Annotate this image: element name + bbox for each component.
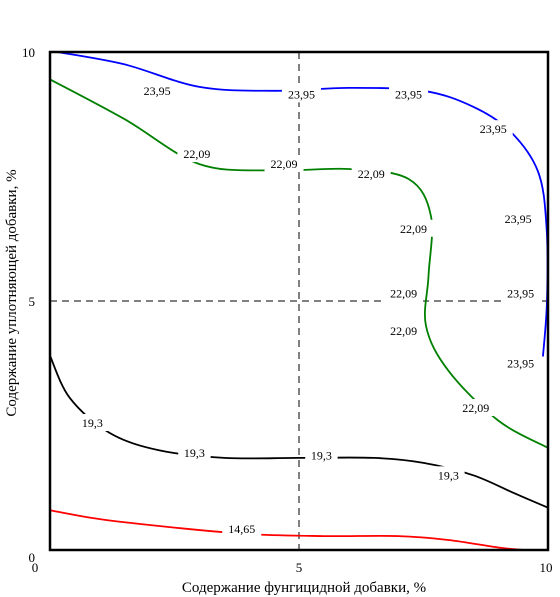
contour-label-text: 23,95 — [288, 87, 315, 101]
y-tick-label: 5 — [29, 294, 36, 309]
contour-label-text: 23,95 — [395, 87, 422, 101]
contour-label-bg — [389, 85, 429, 103]
x-tick-label: 10 — [540, 560, 553, 575]
contour-label-text: 22,09 — [183, 147, 210, 161]
x-tick-label: 5 — [296, 560, 303, 575]
contour-label: 23,95 — [281, 85, 321, 103]
contour-label-text: 14,65 — [228, 522, 255, 536]
contour-label-bg — [501, 284, 541, 302]
x-tick-label: 0 — [32, 560, 39, 575]
contour-label-text: 22,09 — [271, 157, 298, 171]
contour-label: 19,3 — [76, 414, 109, 432]
tick-labels: 0 5 10 0 5 10 — [22, 45, 553, 575]
contour-label: 22,09 — [177, 145, 217, 163]
contour-label-text: 22,09 — [400, 222, 427, 236]
contour-label-text: 22,09 — [358, 167, 385, 181]
contour-label: 22,09 — [351, 165, 391, 183]
contour-label: 23,95 — [498, 209, 538, 227]
x-axis-label: Содержание фунгицидной добавки, % — [182, 580, 426, 596]
contour-label-bg — [498, 209, 538, 227]
contour-label-bg — [264, 155, 304, 173]
contour-label-text: 19,3 — [311, 448, 332, 462]
contour-label-bg — [281, 85, 321, 103]
contour-label: 22,09 — [384, 321, 424, 339]
contour-label-text: 22,09 — [390, 324, 417, 338]
contour-label-text: 19,3 — [184, 446, 205, 460]
contour-label-text: 23,95 — [507, 356, 534, 370]
contour-label-bg — [222, 520, 262, 538]
contour-label-bg — [394, 219, 434, 237]
contour-label-text: 23,95 — [505, 212, 532, 226]
contour-label: 22,09 — [456, 399, 496, 417]
contour-label-text: 19,3 — [438, 468, 459, 482]
contour-label-bg — [177, 145, 217, 163]
contour-label-bg — [456, 399, 496, 417]
contour-label-text: 23,95 — [480, 122, 507, 136]
contour-label-bg — [137, 81, 177, 99]
contour-label: 23,95 — [389, 85, 429, 103]
contour-label-text: 23,95 — [507, 287, 534, 301]
contour-label: 23,95 — [137, 81, 177, 99]
contour-label: 14,65 — [222, 520, 262, 538]
contour-label: 23,95 — [501, 284, 541, 302]
y-axis-label: Содержание уплотняющей добавки, % — [4, 169, 20, 416]
contour-label: 19,3 — [432, 466, 465, 484]
contour-label-bg — [178, 443, 211, 461]
contour-label: 22,09 — [264, 155, 304, 173]
contour-label-bg — [384, 284, 424, 302]
contour-label-text: 22,09 — [462, 401, 489, 415]
contour-label: 22,09 — [394, 219, 434, 237]
y-tick-label: 0 — [29, 550, 36, 565]
contour-label: 19,3 — [305, 446, 338, 464]
contour-line-2 — [49, 78, 549, 449]
contour-label-bg — [473, 120, 513, 138]
plot-area: 23,95 23,95 23,95 23,95 23,95 23,95 23,95 22,09… — [49, 51, 549, 551]
plot-frame — [48, 50, 550, 552]
contour-label: 22,09 — [384, 284, 424, 302]
contour-line-4 — [49, 509, 524, 551]
contour-label-bg — [351, 165, 391, 183]
contour-label-bg — [501, 354, 541, 372]
y-tick-label: 10 — [22, 45, 35, 60]
contour-label-bg — [432, 466, 465, 484]
contour-label: 19,3 — [178, 443, 211, 461]
contour-label-text: 19,3 — [82, 416, 103, 430]
contour-label: 23,95 — [473, 120, 513, 138]
contour-label-text: 23,95 — [144, 84, 171, 98]
contour-label-text: 22,09 — [390, 287, 417, 301]
contour-label-bg — [76, 414, 109, 432]
contour-label-bg — [305, 446, 338, 464]
contour-label-bg — [384, 321, 424, 339]
contour-label: 23,95 — [501, 354, 541, 372]
